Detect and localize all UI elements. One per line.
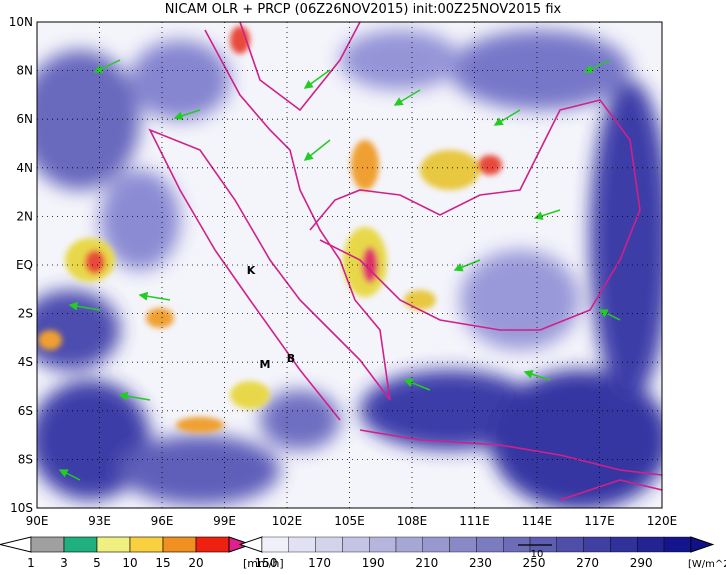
bar-swatch <box>129 536 164 553</box>
bar-swatch <box>315 536 343 553</box>
bar-swatch <box>162 536 197 553</box>
bar-swatch <box>476 536 504 553</box>
olr-label: 270 <box>576 556 599 570</box>
bar-swatch <box>663 536 691 553</box>
lat-label: 10S <box>10 501 33 515</box>
bar-swatch <box>637 536 665 553</box>
bar-arrow <box>238 536 263 553</box>
graticule <box>37 22 662 508</box>
lon-label: 105E <box>334 514 365 528</box>
lon-label: 108E <box>397 514 428 528</box>
bar-swatch <box>96 536 131 553</box>
bar-swatch <box>583 536 611 553</box>
lon-label: 96E <box>151 514 174 528</box>
precip-label: 1 <box>27 556 35 570</box>
bar-swatch <box>556 536 584 553</box>
lon-label: 93E <box>88 514 111 528</box>
olr-colorbar: 150 170 190 210 230 250 270 290 [W/m^2] 10 <box>238 536 726 570</box>
vector-ref-label: 10 <box>531 549 544 560</box>
bar-swatch <box>195 536 230 553</box>
bar-swatch <box>369 536 397 553</box>
place-marker: B <box>287 352 295 365</box>
places: K M B <box>247 264 295 371</box>
title: NICAM OLR + PRCP (06Z26NOV2015) init:00Z… <box>165 2 562 17</box>
olr-unit: [W/m^2] <box>688 559 726 570</box>
bar-swatch <box>261 536 289 553</box>
map-field <box>37 22 662 508</box>
lat-label: EQ <box>16 258 33 272</box>
precip-unit: [mm/h] <box>243 557 284 570</box>
lat-label: 6S <box>18 404 33 418</box>
bar-swatch <box>342 536 370 553</box>
place-marker: M <box>260 358 271 371</box>
olr-label: 150 <box>255 556 278 570</box>
lat-label: 8N <box>16 64 33 78</box>
bar-swatch <box>288 536 316 553</box>
olr-label: 290 <box>630 556 653 570</box>
lat-label: 2N <box>16 209 33 223</box>
precip-label: 5 <box>93 556 101 570</box>
olr-label: 170 <box>308 556 331 570</box>
bar-swatch <box>422 536 450 553</box>
precip-label: 20 <box>188 556 203 570</box>
olr-label: 230 <box>469 556 492 570</box>
bar-arrow <box>690 536 715 553</box>
lon-label: 102E <box>272 514 303 528</box>
precip-colorbar: 1 3 5 10 15 20 [mm/h] <box>0 536 284 570</box>
lat-label: 10N <box>9 15 33 29</box>
place-marker: K <box>247 264 256 277</box>
lon-label: 99E <box>213 514 236 528</box>
lon-label: 120E <box>647 514 678 528</box>
lat-label: 8S <box>18 452 33 466</box>
lon-label: 114E <box>522 514 553 528</box>
bar-swatch <box>30 536 65 553</box>
olr-label: 210 <box>415 556 438 570</box>
bar-swatch <box>610 536 638 553</box>
precip-label: 15 <box>155 556 170 570</box>
lat-label: 4N <box>16 161 33 175</box>
bar-swatch <box>449 536 477 553</box>
olr-label: 190 <box>362 556 385 570</box>
precip-label: 10 <box>122 556 137 570</box>
lat-label: 2S <box>18 307 33 321</box>
lon-label: 111E <box>459 514 490 528</box>
bar-arrow <box>0 536 32 553</box>
lat-label: 6N <box>16 112 33 126</box>
bar-swatch <box>395 536 423 553</box>
lat-label: 4S <box>18 355 33 369</box>
bar-swatch <box>63 536 98 553</box>
lon-label: 90E <box>26 514 49 528</box>
precip-label: 3 <box>60 556 68 570</box>
olr-label: 250 <box>523 556 546 570</box>
lon-label: 117E <box>584 514 615 528</box>
